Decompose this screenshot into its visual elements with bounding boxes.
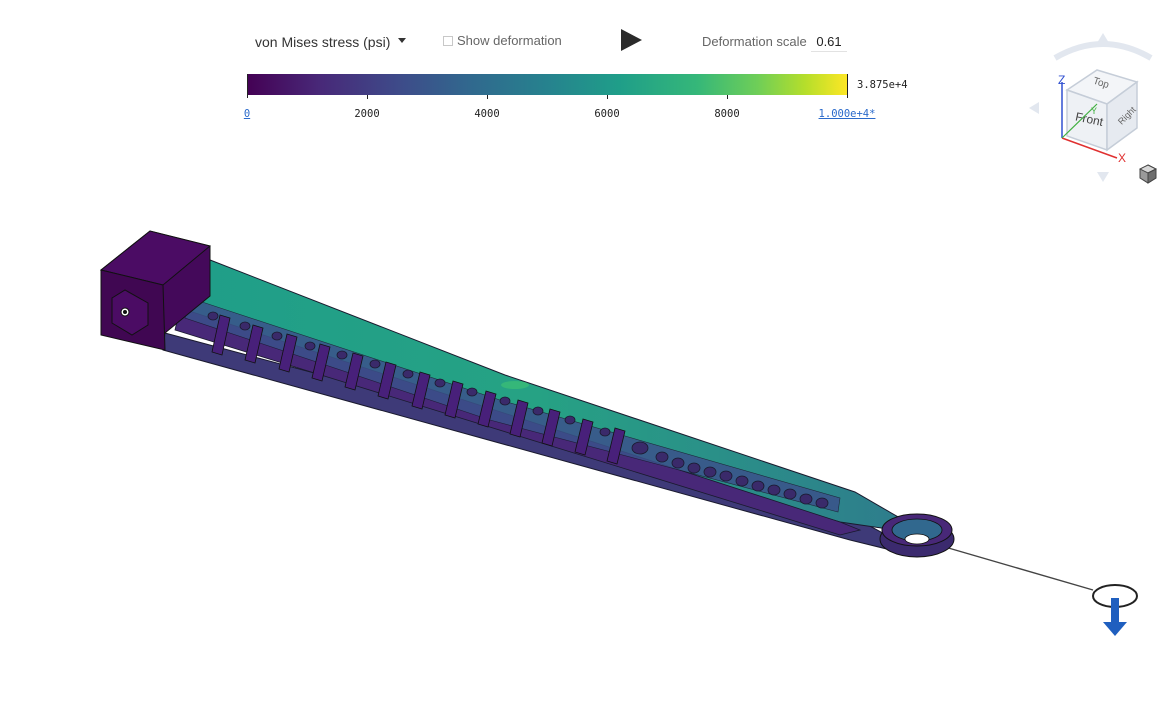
deformation-scale-label: Deformation scale: [702, 34, 807, 49]
viewcube-face-front[interactable]: Front: [1074, 110, 1105, 130]
cube-menu-icon: [1138, 164, 1158, 184]
show-deformation-toggle[interactable]: Show deformation: [443, 33, 562, 48]
results-toolbar: von Mises stress (psi) Show deformation …: [0, 0, 900, 70]
stress-hotspot: [501, 381, 529, 389]
beam-ribs: [211, 314, 626, 465]
colorbar-max-link[interactable]: 1.000e+4*: [818, 108, 876, 120]
colorbar-tick: [727, 95, 728, 99]
colorbar-tick-label: 4000: [474, 108, 500, 120]
colorbar-gradient: [247, 74, 847, 95]
deformation-scale-input[interactable]: [811, 31, 847, 52]
result-type-label: von Mises stress (psi): [255, 34, 391, 50]
axis-z-label: Z: [1058, 73, 1065, 87]
stress-colorbar: 0 2000 4000 6000 8000 1.000e+4*: [243, 74, 875, 120]
colorbar-tick: [367, 95, 368, 99]
view-cube[interactable]: Top Front Right Z X Y: [1025, 30, 1159, 190]
axis-x-label: X: [1118, 151, 1126, 165]
viewcube-icon: Top Front Right Z X Y: [1029, 33, 1153, 182]
colorbar-tick: [607, 95, 608, 99]
colorbar-min-marker: [247, 74, 248, 98]
result-type-dropdown[interactable]: von Mises stress (psi): [255, 32, 407, 52]
colorbar-tick-label: 6000: [594, 108, 620, 120]
chevron-down-icon: [398, 37, 407, 43]
load-arrow-icon: [1111, 598, 1119, 622]
axis-y-label: Y: [1091, 106, 1097, 116]
play-icon: [621, 29, 642, 51]
load-marker[interactable]: [1092, 584, 1138, 636]
colorbar-tick: [487, 95, 488, 99]
eye-hole: [904, 533, 930, 545]
beam-holes: [207, 311, 829, 509]
show-deformation-label: Show deformation: [457, 33, 562, 48]
play-button[interactable]: [619, 28, 643, 52]
colorbar-tick-label: 8000: [714, 108, 740, 120]
show-deformation-checkbox[interactable]: [443, 35, 453, 46]
colorbar-peak-value: 3.875e+4: [857, 79, 908, 91]
colorbar-min-link[interactable]: 0: [243, 108, 251, 120]
colorbar-tick-label: 2000: [354, 108, 380, 120]
mount-block: [99, 230, 212, 351]
cube-menu-button[interactable]: [1138, 164, 1158, 184]
load-cable: [944, 546, 1094, 591]
colorbar-max-marker: [847, 74, 848, 98]
viewcube-face-top[interactable]: Top: [1092, 76, 1111, 92]
